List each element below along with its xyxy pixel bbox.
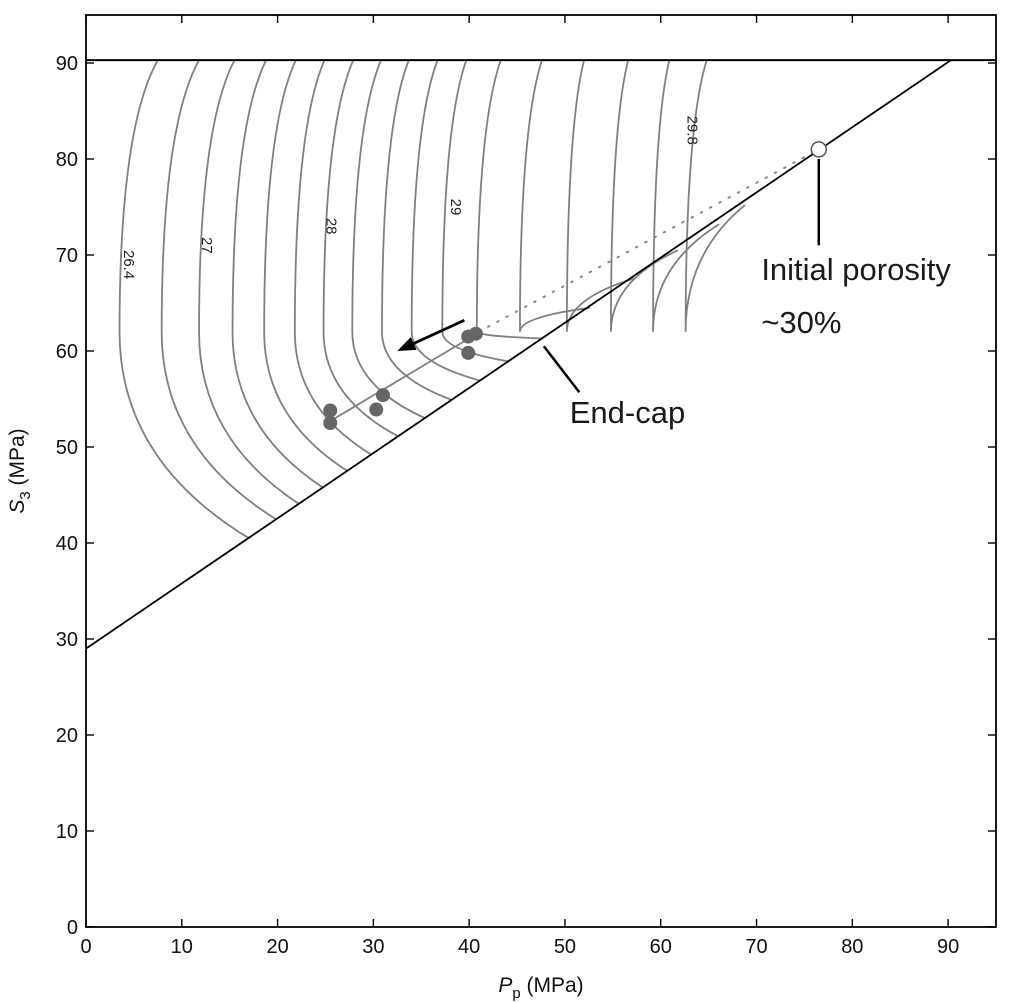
y-tick-label: 90 bbox=[56, 53, 78, 75]
x-axis-label: Pp (MPa) bbox=[498, 974, 583, 1002]
data-point bbox=[323, 416, 338, 430]
x-tick-label: 80 bbox=[841, 936, 863, 958]
contour-line-13 bbox=[519, 59, 590, 332]
end-cap-leader bbox=[542, 345, 581, 394]
y-tick-label: 0 bbox=[67, 917, 78, 939]
contour-line-4 bbox=[231, 59, 324, 489]
y-tick-label: 50 bbox=[56, 437, 78, 459]
contour-line-6 bbox=[293, 59, 372, 456]
contour-label: 29.8 bbox=[683, 116, 700, 145]
reference-lines bbox=[85, 59, 996, 650]
y-tick-label: 60 bbox=[56, 341, 78, 363]
y-tick-label: 40 bbox=[56, 533, 78, 555]
data-point bbox=[468, 326, 483, 341]
y-tick-label: 80 bbox=[56, 149, 78, 171]
annotations: Initial porosity ~30% End-cap bbox=[570, 252, 952, 430]
contour-label: 27 bbox=[198, 237, 215, 254]
contour-line-5 bbox=[263, 59, 348, 472]
x-tick-label: 50 bbox=[554, 936, 576, 958]
x-tick-label: 30 bbox=[362, 936, 384, 958]
contour-lines: 26.4 27 28 29 29.8 bbox=[118, 59, 746, 539]
contour-label: 28 bbox=[322, 218, 339, 235]
y-tick-label: 10 bbox=[56, 821, 78, 843]
contour-label: 26.4 bbox=[120, 250, 137, 279]
trend-line bbox=[334, 335, 473, 419]
initial-porosity-point bbox=[810, 141, 828, 158]
arrow-head bbox=[397, 337, 417, 351]
contour-line-3 bbox=[198, 59, 300, 505]
y-tick-label: 70 bbox=[56, 245, 78, 267]
data-points bbox=[323, 141, 828, 430]
plot-frame bbox=[85, 14, 997, 928]
y-axis-label: S3 (MPa) bbox=[6, 428, 34, 513]
contour-line-16 bbox=[652, 59, 720, 332]
annotation-text: Initial porosity bbox=[761, 252, 951, 287]
x-tick-label: 10 bbox=[171, 936, 193, 958]
end-cap-line bbox=[85, 59, 952, 650]
contour-line-14 bbox=[565, 59, 637, 332]
axes: 0 10 20 30 40 50 60 70 80 90 0 10 20 30 40 50 60 70 80 90 Pp… bbox=[6, 14, 997, 1002]
contour-line-1 bbox=[118, 59, 250, 539]
x-tick-label: 70 bbox=[745, 936, 767, 958]
x-tick-label: 40 bbox=[458, 936, 480, 958]
x-tick-label: 0 bbox=[80, 936, 91, 958]
contour-line-15 bbox=[610, 59, 679, 332]
x-tick-label: 20 bbox=[266, 936, 288, 958]
data-point bbox=[461, 345, 476, 360]
data-point bbox=[323, 403, 338, 418]
data-point bbox=[375, 388, 390, 403]
dotted-path bbox=[477, 148, 820, 333]
contour-line-9 bbox=[381, 59, 453, 401]
contour-line-2 bbox=[160, 59, 277, 520]
contour-line-12 bbox=[475, 59, 543, 340]
y-tick-label: 30 bbox=[56, 629, 78, 651]
contour-line-8 bbox=[351, 59, 426, 420]
contour-line-7 bbox=[322, 59, 399, 438]
x-tick-label: 60 bbox=[650, 936, 672, 958]
arrow-shaft bbox=[413, 319, 465, 345]
contour-line-17 bbox=[684, 59, 746, 332]
annotation-text: End-cap bbox=[570, 395, 685, 430]
annotation-text: ~30% bbox=[761, 305, 841, 340]
x-tick-label: 90 bbox=[937, 936, 959, 958]
contour-label: 29 bbox=[447, 199, 464, 216]
contour-line-10 bbox=[410, 59, 481, 382]
y-tick-label: 20 bbox=[56, 725, 78, 747]
data-point bbox=[369, 402, 384, 417]
